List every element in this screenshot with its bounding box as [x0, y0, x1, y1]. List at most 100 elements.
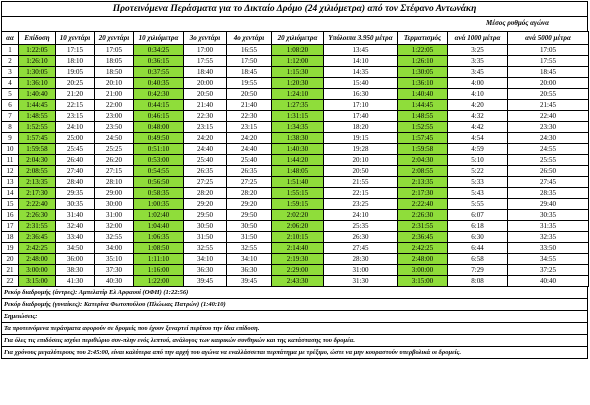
table-cell: 37:25	[507, 264, 589, 276]
table-cell: 0:46:15	[133, 110, 184, 122]
table-cell: 18:10	[55, 55, 95, 67]
table-cell: 2:48:00	[397, 253, 448, 265]
table-cell: 2:36:45	[18, 231, 56, 243]
table-cell: 24:50	[94, 132, 134, 144]
table-cell: 0:36:15	[133, 55, 184, 67]
table-row: 5 1:40:40 21:20 21:00 0:42:30 20:50 20:50 1:24:…	[1, 88, 589, 100]
table-cell: 23:15	[55, 110, 95, 122]
table-row: 15 2:22:40 30:35 30:00 1:00:35 29:20 29:20 1:59…	[1, 198, 589, 210]
table-cell: 0:49:50	[133, 132, 184, 144]
table-cell: 22:30	[226, 110, 272, 122]
table-cell: 22:15	[323, 187, 398, 199]
table-cell: 5	[1, 88, 19, 100]
table-cell: 24:20	[183, 132, 227, 144]
table-cell: 30:50	[183, 220, 227, 232]
column-header: Τερματισμός	[397, 31, 448, 45]
table-cell: 3:45	[447, 66, 508, 78]
table-cell: 20:10	[94, 77, 134, 89]
table-cell: 31:00	[94, 209, 134, 221]
column-header: 10 χεντάρι	[55, 31, 95, 45]
table-cell: 19:28	[323, 143, 398, 155]
table-cell: 4:00	[447, 77, 508, 89]
table-cell: 11	[1, 154, 19, 166]
table-cell: 17:10	[323, 99, 398, 111]
table-cell: 36:00	[55, 253, 95, 265]
table-cell: 18	[1, 231, 19, 243]
table-cell: 20:50	[183, 88, 227, 100]
table-cell: 3:15:00	[18, 275, 56, 287]
table-cell: 1:48:55	[397, 110, 448, 122]
table-cell: 2:17:30	[18, 187, 56, 199]
footer-note: Για χρόνους μεγαλύτερους του 2:45:00, εί…	[1, 347, 588, 359]
table-cell: 17:40	[323, 110, 398, 122]
table-cell: 19:05	[55, 66, 95, 78]
table-row: 10 1:59:58 25:45 25:25 0:51:10 24:40 24:40 1:40…	[1, 143, 589, 155]
table-cell: 34:10	[183, 253, 227, 265]
table-cell: 32:55	[226, 242, 272, 254]
table-cell: 6:30	[447, 231, 508, 243]
table-cell: 27:45	[323, 242, 398, 254]
table-cell: 5:43	[447, 187, 508, 199]
table-cell: 22:00	[94, 99, 134, 111]
table-cell: 29:20	[183, 198, 227, 210]
table-cell: 24:10	[323, 209, 398, 221]
table-cell: 2:04:30	[397, 154, 448, 166]
pace-header-row: Μέσος ρυθμός αγώνα	[1, 17, 588, 31]
table-cell: 1:48:55	[18, 110, 56, 122]
table-cell: 27:40	[55, 165, 95, 177]
table-cell: 20:25	[55, 77, 95, 89]
table-cell: 21:45	[507, 99, 589, 111]
table-cell: 1:00:35	[133, 198, 184, 210]
table-cell: 28:20	[226, 187, 272, 199]
table-cell: 16:30	[323, 88, 398, 100]
table-cell: 2:26:30	[18, 209, 56, 221]
table-cell: 0:34:25	[133, 44, 184, 56]
table-cell: 1:11:10	[133, 253, 184, 265]
table-cell: 1:04:40	[133, 220, 184, 232]
table-cell: 1:40:40	[397, 88, 448, 100]
table-cell: 13	[1, 176, 19, 188]
table-cell: 25:40	[226, 154, 272, 166]
table-cell: 32:00	[94, 220, 134, 232]
table-cell: 1:44:45	[397, 99, 448, 111]
table-cell: 4:20	[447, 99, 508, 111]
table-cell: 14	[1, 187, 19, 199]
table-cell: 1:51:40	[271, 176, 324, 188]
table-cell: 25:40	[183, 154, 227, 166]
table-cell: 4:42	[447, 121, 508, 133]
table-cell: 29:35	[55, 187, 95, 199]
table-cell: 1:55:15	[271, 187, 324, 199]
table-cell: 29:20	[226, 198, 272, 210]
table-cell: 17:15	[55, 44, 95, 56]
table-cell: 34:00	[94, 242, 134, 254]
table-cell: 1:26:10	[18, 55, 56, 67]
table-cell: 1:27:35	[271, 99, 324, 111]
column-header: 10 χιλιόμετρα	[133, 31, 184, 45]
table-cell: 24:55	[507, 143, 589, 155]
table-row: 7 1:48:55 23:15 23:00 0:46:15 22:30 22:30 1:31:…	[1, 110, 589, 122]
table-cell: 22:40	[507, 110, 589, 122]
table-cell: 2:26:30	[397, 209, 448, 221]
table-cell: 13:45	[323, 44, 398, 56]
table-cell: 2	[1, 55, 19, 67]
table-cell: 1:30:05	[18, 66, 56, 78]
table-cell: 18:45	[507, 66, 589, 78]
table-cell: 1:30:05	[397, 66, 448, 78]
table-cell: 39:45	[183, 275, 227, 287]
table-cell: 25:00	[55, 132, 95, 144]
table-cell: 26:20	[94, 154, 134, 166]
table-cell: 31:50	[183, 231, 227, 243]
table-cell: 40:40	[507, 275, 589, 287]
table-cell: 32:55	[94, 231, 134, 243]
table-cell: 37:30	[94, 264, 134, 276]
column-header: 4ο χεντάρι	[226, 31, 272, 45]
table-cell: 2:08:55	[397, 165, 448, 177]
table-cell: 14:10	[323, 55, 398, 67]
table-cell: 34:50	[55, 242, 95, 254]
table-cell: 24:40	[183, 143, 227, 155]
footer-notes: Ρεκόρ διαδρομής (άντρες): Αμπελατίρ Ελ Α…	[1, 287, 588, 359]
pace-header: Μέσος ρυθμός αγώνα	[486, 19, 549, 27]
table-cell: 27:25	[226, 176, 272, 188]
table-cell: 5:22	[447, 165, 508, 177]
table-cell: 40:30	[94, 275, 134, 287]
